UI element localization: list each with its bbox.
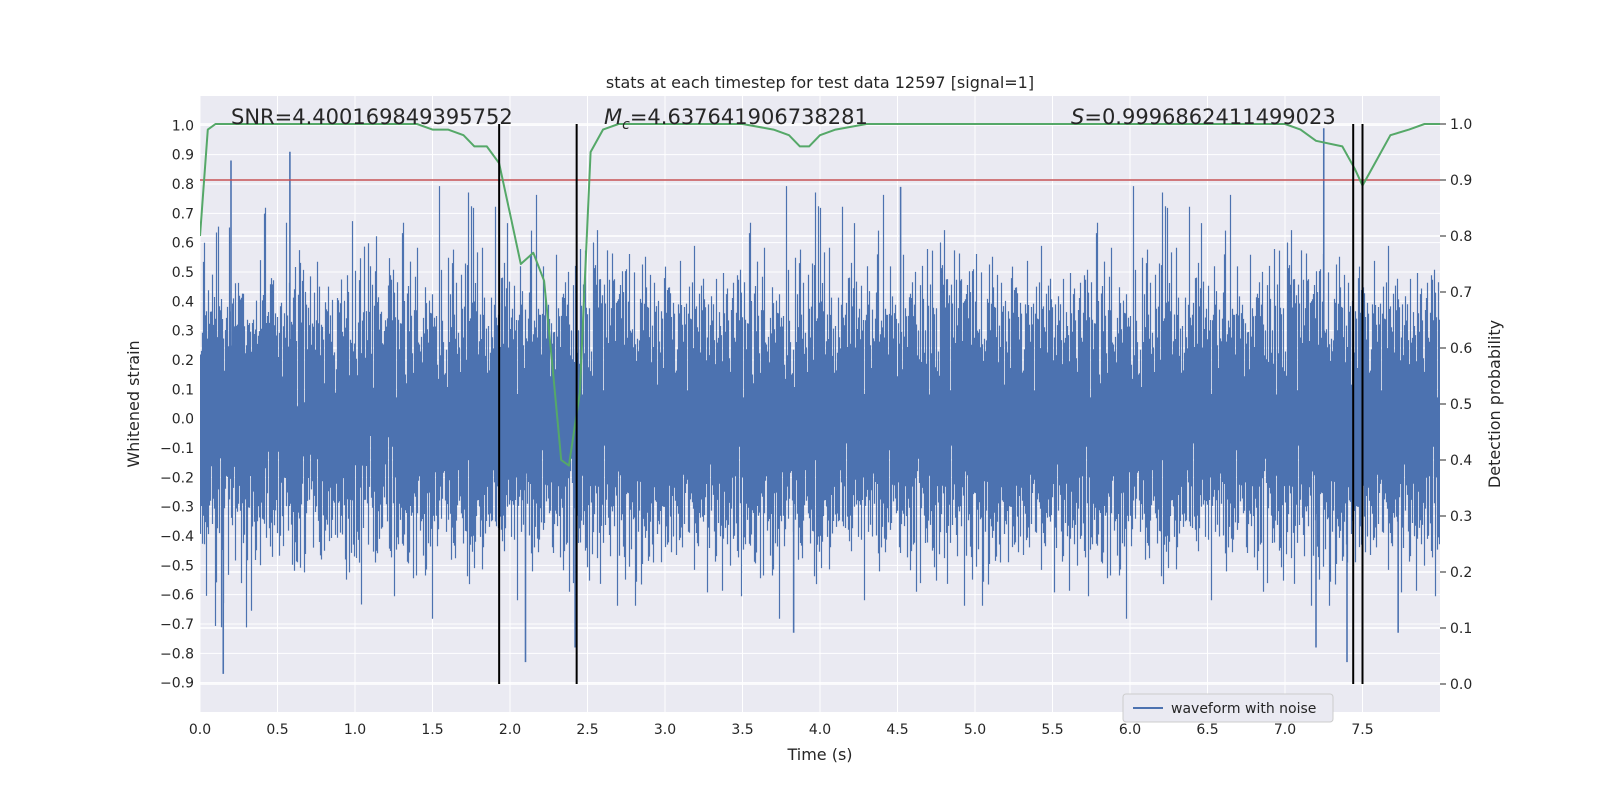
chart-title: stats at each timestep for test data 125… [606,73,1034,92]
x-tick-label: 6.5 [1196,722,1218,738]
x-tick-label: 4.5 [886,722,908,738]
annotation-chirp-mass-symbol: M [604,105,622,129]
y2-tick-label: 0.3 [1450,509,1472,525]
x-tick-label: 1.5 [421,722,443,738]
y-tick-label: −0.5 [160,558,194,574]
y2-axis-ticks: 0.0 0.1 0.2 0.3 0.4 0.5 0.6 0.7 0.8 0.9 1.0 [1440,117,1472,693]
annotation-s-symbol: S [1071,105,1084,129]
y-tick-label: −0.3 [160,500,194,516]
y2-tick-label: 0.0 [1450,677,1472,693]
y2-tick-label: 1.0 [1450,117,1472,133]
annotation-s: S=0.9996862411499023 [1071,105,1336,129]
y-tick-label: −0.9 [160,676,194,692]
y-tick-label: −0.1 [160,441,194,457]
annotation-s-value: =0.9996862411499023 [1084,105,1335,129]
x-tick-label: 0.5 [266,722,288,738]
y2-tick-label: 0.2 [1450,565,1472,581]
y2-tick-label: 0.5 [1450,397,1472,413]
x-axis-label: Time (s) [786,745,852,764]
y-tick-label: −0.6 [160,588,194,604]
y-tick-label: 1.0 [172,118,194,134]
annotation-chirp-mass-subscript: c [622,117,630,133]
y-tick-label: 0.5 [172,265,194,281]
waveform-series [200,128,1440,674]
y2-tick-label: 0.6 [1450,341,1472,357]
y-tick-label: −0.7 [160,617,194,633]
y-tick-label: −0.8 [160,646,194,662]
marker-lines [498,124,1364,684]
x-tick-label: 3.5 [731,722,753,738]
y-tick-label: 0.3 [172,324,194,340]
y-tick-label: 0.7 [172,206,194,222]
y-tick-label: 0.2 [172,353,194,369]
y-axis-ticks: −0.9 −0.8 −0.7 −0.6 −0.5 −0.4 −0.3 −0.2 −0.1 0.0 0… [160,118,194,691]
annotation-chirp-mass: Mc=4.637641906738281 [604,105,868,133]
x-tick-label: 3.0 [654,722,676,738]
y2-tick-label: 0.1 [1450,621,1472,637]
y-tick-label: −0.2 [160,470,194,486]
x-tick-label: 5.5 [1041,722,1063,738]
y-tick-label: 0.4 [172,294,194,310]
x-tick-label: 6.0 [1119,722,1141,738]
annotation-snr: SNR=4.400169849395752 [231,105,513,129]
y2-tick-label: 0.8 [1450,229,1472,245]
x-tick-label: 2.5 [576,722,598,738]
legend-label-waveform: waveform with noise [1171,701,1316,717]
x-tick-label: 7.5 [1351,722,1373,738]
x-tick-label: 7.0 [1274,722,1296,738]
x-tick-label: 1.0 [344,722,366,738]
annotation-chirp-mass-value: =4.637641906738281 [630,105,868,129]
y-tick-label: −0.4 [160,529,194,545]
y-axis-label: Whitened strain [124,340,143,467]
detection-probability-series [200,123,1440,467]
y2-tick-label: 0.4 [1450,453,1472,469]
x-tick-label: 0.0 [189,722,211,738]
y2-axis-label: Detection probability [1485,320,1504,488]
x-tick-label: 5.0 [964,722,986,738]
y-tick-label: 0.8 [172,177,194,193]
y-tick-label: 0.0 [172,412,194,428]
legend: waveform with noise [1122,693,1334,723]
y-tick-label: 0.9 [172,148,194,164]
probability-line [200,123,1440,467]
x-axis-ticks: 0.0 0.5 1.0 1.5 2.0 2.5 3.0 3.5 4.0 4.5 5.0 5.5 6.0 6… [189,722,1374,738]
x-tick-label: 2.0 [499,722,521,738]
x-tick-label: 4.0 [809,722,831,738]
legend-box [1122,693,1334,723]
y-tick-label: 0.1 [172,382,194,398]
y2-tick-label: 0.9 [1450,173,1472,189]
y-tick-label: 0.6 [172,236,194,252]
y2-tick-label: 0.7 [1450,285,1472,301]
waveform-trace [200,186,1440,628]
